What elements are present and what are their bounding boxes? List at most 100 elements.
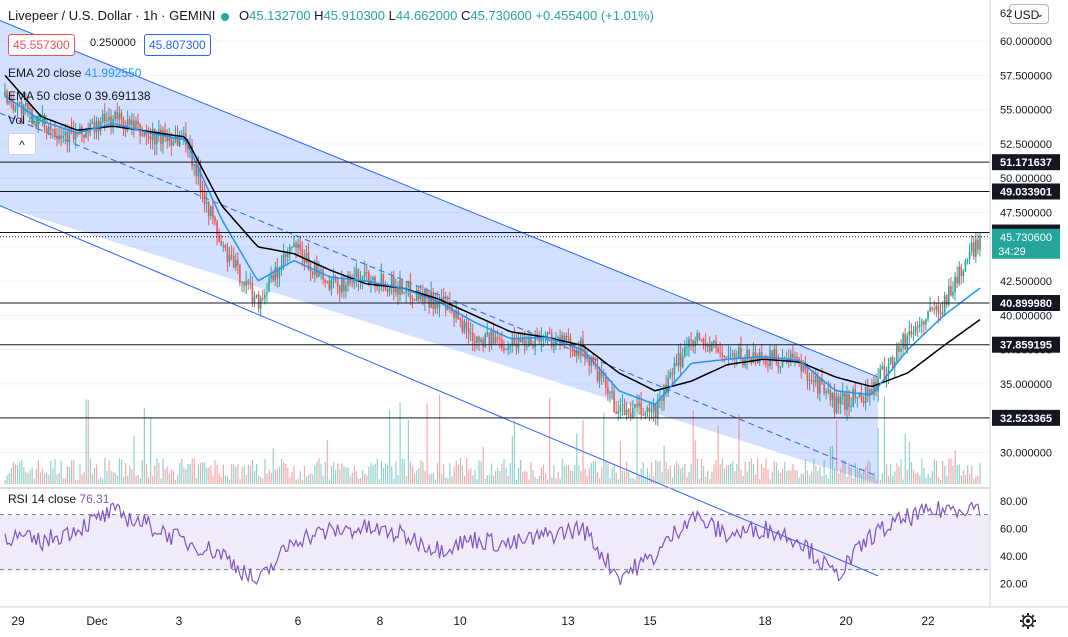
candle-body bbox=[862, 401, 865, 404]
candle-body bbox=[128, 119, 131, 125]
candle-body bbox=[355, 269, 358, 278]
market-status-icon[interactable] bbox=[221, 12, 230, 21]
volume-bar bbox=[678, 464, 680, 484]
volume-bar bbox=[719, 464, 721, 484]
volume-bar bbox=[534, 477, 536, 484]
chevron-down-icon: ⌄ bbox=[1035, 9, 1044, 20]
volume-bar bbox=[607, 463, 609, 484]
volume-bar bbox=[933, 459, 935, 484]
candle-body bbox=[580, 339, 582, 357]
candle-body bbox=[954, 276, 956, 293]
candle-body bbox=[415, 289, 418, 301]
candle-body bbox=[675, 363, 678, 366]
volume-bar bbox=[962, 470, 965, 484]
volume-bar bbox=[767, 469, 769, 484]
volume-bar bbox=[680, 468, 682, 484]
candle-body bbox=[898, 346, 900, 353]
volume-bar bbox=[545, 473, 547, 484]
time-axis[interactable]: 29 Dec 3 6 8 10 13 15 18 20 22 bbox=[11, 614, 935, 628]
volume-bar bbox=[757, 458, 759, 484]
volume-bar bbox=[590, 463, 592, 484]
candle-body bbox=[459, 318, 462, 320]
volume-bar bbox=[888, 475, 890, 484]
volume-bar bbox=[368, 466, 370, 484]
volume-bar bbox=[659, 460, 661, 484]
symbol-title[interactable]: Livepeer / U.S. Dollar · 1h · GEMINI bbox=[8, 8, 216, 23]
volume-bar bbox=[102, 479, 104, 484]
candle-body bbox=[461, 319, 464, 333]
price-axis[interactable]: 30.00000032.50000035.00000037.50000040.0… bbox=[992, 36, 1060, 590]
candle-body bbox=[945, 295, 948, 306]
volume-legend[interactable]: Vol 495 bbox=[8, 113, 48, 127]
candle-body bbox=[463, 322, 466, 333]
volume-bar bbox=[935, 460, 938, 484]
candle-body bbox=[62, 135, 65, 138]
volume-bar bbox=[77, 479, 79, 484]
ema50-legend[interactable]: EMA 50 close 0 39.691138 bbox=[8, 89, 151, 103]
volume-bar bbox=[231, 463, 233, 484]
candle-body bbox=[347, 275, 349, 286]
volume-bar bbox=[389, 409, 391, 484]
candle-body bbox=[792, 353, 794, 359]
candle-body bbox=[920, 321, 923, 325]
volume-label: Vol bbox=[8, 113, 25, 127]
open-label: O bbox=[238, 8, 250, 23]
candle-body bbox=[879, 369, 882, 379]
volume-bar bbox=[108, 460, 110, 484]
rsi-legend[interactable]: RSI 14 close 76.31 bbox=[8, 492, 109, 506]
volume-bars bbox=[4, 395, 981, 484]
candle-body bbox=[480, 339, 482, 342]
candle-body bbox=[14, 108, 17, 111]
currency-select[interactable]: USD ⌄ bbox=[1009, 4, 1049, 24]
time-tick-label: 22 bbox=[921, 614, 935, 628]
ema20-legend[interactable]: EMA 20 close 41.992550 bbox=[8, 66, 141, 80]
candle-body bbox=[41, 115, 44, 117]
price-tick-label: 57.500000 bbox=[1000, 70, 1052, 82]
volume-bar bbox=[424, 471, 426, 484]
volume-bar bbox=[349, 476, 351, 484]
volume-bar bbox=[305, 476, 308, 484]
candle-body bbox=[243, 281, 245, 286]
volume-bar bbox=[285, 464, 287, 484]
candle-body bbox=[532, 344, 534, 348]
settings-gear-icon[interactable] bbox=[1020, 613, 1036, 629]
volume-bar bbox=[956, 464, 958, 484]
sell-button[interactable]: 45.557300 bbox=[8, 34, 75, 56]
volume-bar bbox=[27, 472, 29, 484]
candle-body bbox=[835, 396, 838, 413]
volume-bar bbox=[293, 465, 295, 484]
volume-bar bbox=[127, 475, 129, 484]
volume-bar bbox=[378, 479, 380, 484]
volume-bar bbox=[224, 475, 227, 484]
volume-bar bbox=[291, 472, 293, 484]
volume-bar bbox=[713, 464, 715, 484]
candle-body bbox=[255, 294, 258, 297]
candle-body bbox=[131, 120, 133, 125]
ema50-label: EMA 50 close 0 bbox=[8, 89, 92, 103]
candle-body bbox=[12, 102, 15, 111]
volume-bar bbox=[640, 468, 642, 484]
candle-body bbox=[345, 285, 347, 292]
candle-body bbox=[968, 251, 971, 260]
candle-body bbox=[800, 360, 803, 371]
buy-button[interactable]: 45.807300 bbox=[144, 34, 211, 56]
candle-body bbox=[970, 242, 973, 252]
volume-bar bbox=[484, 478, 486, 484]
collapse-legend-button[interactable]: ^ bbox=[8, 133, 36, 155]
time-tick-label: 29 bbox=[11, 614, 25, 628]
candle-body bbox=[873, 381, 875, 395]
candle-body bbox=[496, 337, 499, 339]
candle-body bbox=[137, 121, 139, 125]
candle-body bbox=[126, 119, 129, 131]
candle-body bbox=[802, 361, 805, 371]
volume-bar bbox=[669, 465, 671, 484]
candle-body bbox=[492, 329, 495, 344]
volume-bar bbox=[380, 461, 382, 484]
volume-bar bbox=[686, 476, 688, 484]
volume-bar bbox=[430, 474, 432, 484]
horizontal-levels[interactable] bbox=[0, 161, 990, 419]
ema50-line bbox=[4, 74, 981, 392]
candle-body bbox=[47, 126, 50, 133]
volume-bar bbox=[245, 474, 247, 484]
